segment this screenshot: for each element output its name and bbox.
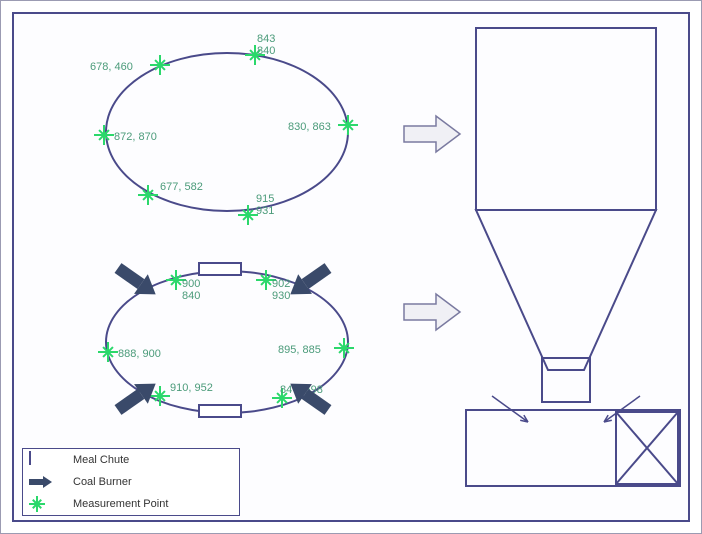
legend-label-2: Measurement Point	[73, 498, 168, 510]
legend-row-1: Coal Burner	[23, 471, 239, 493]
legend-row-0: Meal Chute	[23, 449, 239, 471]
legend-icon-marker	[29, 496, 65, 512]
legend-icon-arrow	[29, 474, 65, 490]
legend-icon-chute	[29, 452, 65, 468]
legend-label-0: Meal Chute	[73, 454, 129, 466]
legend-label-1: Coal Burner	[73, 476, 132, 488]
legend-row-2: Measurement Point	[23, 493, 239, 515]
legend: Meal Chute Coal Burner Measurement Point	[22, 448, 240, 516]
